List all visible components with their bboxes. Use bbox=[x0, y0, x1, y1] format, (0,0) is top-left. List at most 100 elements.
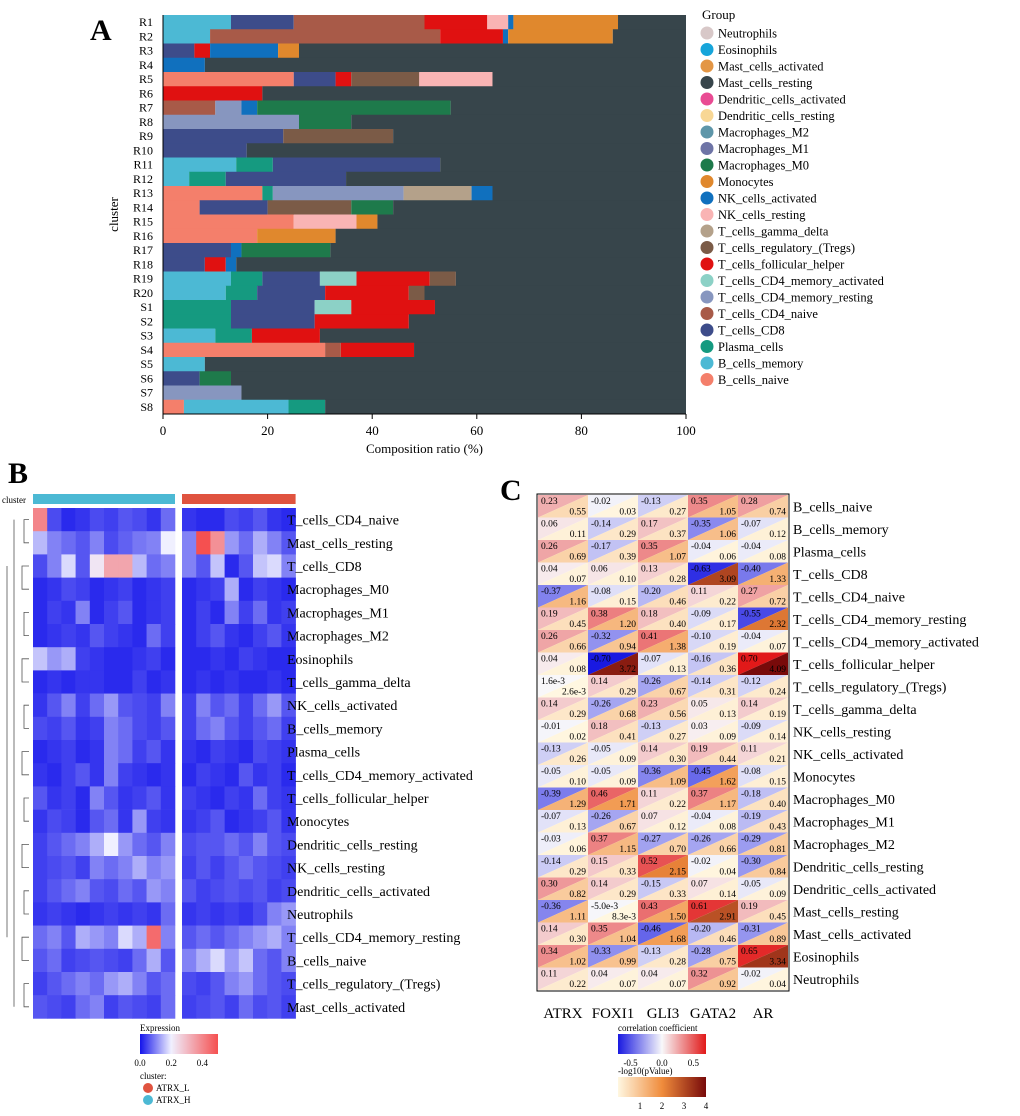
pvalue-triangle bbox=[638, 855, 688, 878]
pvalue-label: 0.99 bbox=[619, 958, 636, 968]
pvalue-triangle bbox=[638, 810, 688, 833]
corr-label: 0.11 bbox=[541, 970, 558, 980]
heatmap-cell bbox=[146, 925, 162, 950]
pvalue-label: 0.81 bbox=[769, 845, 786, 855]
corr-label: 0.14 bbox=[541, 925, 558, 935]
bar-segment bbox=[194, 43, 211, 59]
y-tick-label: R15 bbox=[133, 215, 153, 229]
legend-label: T_cells_CD4_memory_activated bbox=[718, 274, 885, 288]
heatmap-cell bbox=[104, 716, 119, 741]
heatmap-cell bbox=[75, 693, 91, 718]
heatmap-cell bbox=[75, 832, 91, 857]
pvalue-triangle bbox=[638, 900, 688, 923]
legend-swatch bbox=[700, 109, 714, 122]
pvalue-triangle bbox=[638, 517, 688, 540]
bar-segment bbox=[210, 29, 441, 44]
pvalue-label: 0.10 bbox=[569, 778, 586, 788]
pvalue-label: 0.29 bbox=[569, 868, 586, 878]
heatmap-cell bbox=[160, 577, 176, 602]
bar-segment bbox=[267, 200, 352, 215]
bar-segment bbox=[230, 243, 242, 258]
row-label: T_cells_CD4_memory_resting bbox=[793, 613, 966, 628]
corr-label: 0.19 bbox=[741, 902, 758, 912]
bar-segment bbox=[236, 157, 273, 173]
row-label: Mast_cells_activated bbox=[287, 1001, 405, 1016]
corr-label: -0.14 bbox=[691, 677, 711, 687]
heatmap-cell bbox=[146, 879, 162, 903]
heatmap-cell bbox=[210, 902, 225, 926]
heatmap-cell bbox=[210, 786, 225, 810]
dendrogram-branch bbox=[21, 844, 29, 868]
row-label: NK_cells_activated bbox=[287, 699, 397, 714]
pvalue-triangle bbox=[738, 540, 788, 563]
legend-label: Mast_cells_activated bbox=[718, 60, 824, 74]
corr-label: -0.26 bbox=[641, 677, 661, 687]
pvalue-triangle bbox=[588, 810, 638, 833]
corr-label: 0.37 bbox=[691, 790, 708, 800]
heatmap-cell bbox=[146, 832, 162, 857]
heatmap-cell bbox=[47, 925, 62, 950]
corr-label: -0.27 bbox=[641, 835, 661, 845]
bar-segment bbox=[257, 228, 336, 244]
bar-segment bbox=[288, 399, 326, 415]
heatmap-cell bbox=[210, 647, 225, 671]
heatmap-cell bbox=[267, 879, 282, 903]
heatmap-cell bbox=[253, 832, 268, 857]
heatmap-cell bbox=[75, 902, 91, 926]
corr-label: 0.04 bbox=[541, 565, 558, 575]
row-label: Mast_cells_resting bbox=[287, 537, 393, 552]
heatmap-cell bbox=[118, 948, 133, 973]
heatmap-cell bbox=[89, 902, 105, 926]
heatmap-cell bbox=[267, 832, 282, 857]
y-axis-title: cluster bbox=[106, 197, 121, 232]
bar-segment bbox=[225, 257, 237, 272]
heatmap-cell bbox=[267, 577, 282, 602]
corr-label: -0.04 bbox=[691, 812, 711, 822]
bar-segment bbox=[272, 186, 404, 201]
pvalue-legend-bar bbox=[618, 1077, 706, 1097]
corr-label: -0.40 bbox=[741, 565, 761, 575]
bar-remainder bbox=[330, 243, 686, 258]
bar-segment bbox=[163, 228, 258, 244]
pvalue-label: 0.46 bbox=[719, 935, 736, 945]
heatmap-cell bbox=[196, 809, 211, 834]
heatmap-cell bbox=[132, 577, 147, 602]
y-tick-label: R3 bbox=[139, 44, 153, 58]
heatmap-cell bbox=[238, 554, 254, 578]
heatmap-cell bbox=[47, 972, 62, 996]
x-tick-label: 40 bbox=[366, 423, 379, 438]
pvalue-triangle bbox=[538, 562, 588, 585]
y-tick-label: R18 bbox=[133, 257, 153, 271]
heatmap-cell bbox=[89, 995, 105, 1019]
heatmap-cell bbox=[224, 925, 240, 950]
heatmap-cell bbox=[61, 577, 76, 602]
heatmap-cell bbox=[118, 716, 133, 741]
heatmap-cell bbox=[160, 809, 176, 834]
heatmap-cell bbox=[182, 995, 197, 1019]
heatmap-cell bbox=[118, 670, 133, 694]
heatmap-cell bbox=[267, 786, 282, 810]
bar-segment bbox=[163, 86, 263, 101]
heatmap-cell bbox=[160, 832, 176, 857]
bar-segment bbox=[163, 143, 247, 158]
dendrogram-branch bbox=[23, 797, 29, 822]
heatmap-cell bbox=[210, 740, 225, 764]
pvalue-label: 0.40 bbox=[669, 620, 686, 630]
heatmap-cell bbox=[196, 879, 211, 903]
bar-remainder bbox=[230, 371, 687, 386]
heatmap-cell bbox=[146, 600, 162, 625]
bar-segment bbox=[335, 72, 352, 87]
heatmap-cell bbox=[253, 786, 268, 810]
heatmap-cell bbox=[146, 786, 162, 810]
heatmap-cell bbox=[118, 809, 133, 834]
corr-label: 0.35 bbox=[691, 497, 708, 507]
corr-label: -0.12 bbox=[741, 677, 761, 687]
heatmap-cell bbox=[146, 763, 162, 787]
pvalue-triangle bbox=[688, 675, 738, 698]
corr-legend-tick: -0.5 bbox=[623, 1058, 638, 1068]
heatmap-cell bbox=[104, 670, 119, 694]
heatmap-cell bbox=[89, 670, 105, 694]
pvalue-label: 0.89 bbox=[769, 935, 786, 945]
heatmap-cell bbox=[267, 995, 282, 1019]
heatmap-cell bbox=[132, 786, 147, 810]
